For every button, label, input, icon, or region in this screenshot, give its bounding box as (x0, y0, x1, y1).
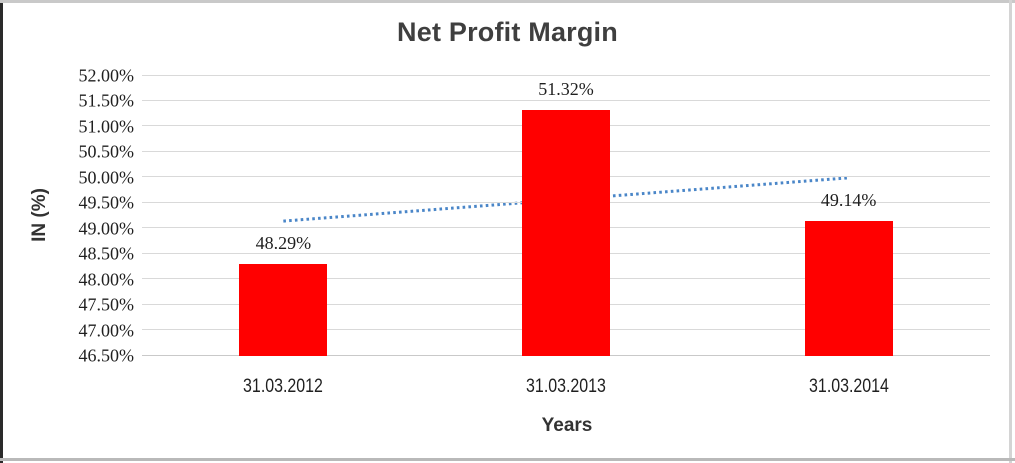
y-tick-label: 48.00% (78, 269, 135, 290)
gridline (142, 99, 990, 101)
bar-value-label: 51.32% (538, 78, 594, 99)
bar-31.03.2013 (522, 109, 610, 356)
y-tick-label: 51.00% (78, 116, 135, 137)
y-axis-title: IN (%) (29, 188, 50, 242)
chart-title: Net Profit Margin (397, 17, 618, 47)
bar-value-label: 48.29% (255, 232, 312, 253)
y-tick-label: 47.00% (78, 320, 135, 341)
x-tick-label: 31.03.2014 (808, 376, 889, 397)
frame-border-right (1009, 0, 1012, 463)
y-tick-label: 48.50% (78, 243, 135, 264)
y-tick-label: 49.00% (78, 218, 135, 239)
gridline (142, 74, 990, 76)
bar-31.03.2014 (804, 220, 893, 356)
bar-value-label: 49.14% (820, 189, 877, 210)
frame-border-left (0, 0, 3, 463)
bar-31.03.2012 (239, 263, 328, 356)
y-tick-label: 52.00% (78, 65, 135, 86)
y-tick-label: 50.00% (78, 167, 135, 188)
frame-border-top (0, 0, 1015, 3)
y-tick-label: 51.50% (78, 90, 135, 111)
frame-border-bottom (0, 458, 1015, 461)
x-tick-label: 31.03.2013 (526, 376, 606, 397)
y-tick-label: 47.50% (78, 294, 135, 315)
y-tick-label: 46.50% (78, 345, 135, 366)
x-axis-title: Years (541, 415, 593, 436)
x-tick-label: 31.03.2012 (243, 376, 324, 397)
y-tick-label: 49.50% (78, 192, 135, 213)
y-tick-label: 50.50% (78, 141, 135, 162)
